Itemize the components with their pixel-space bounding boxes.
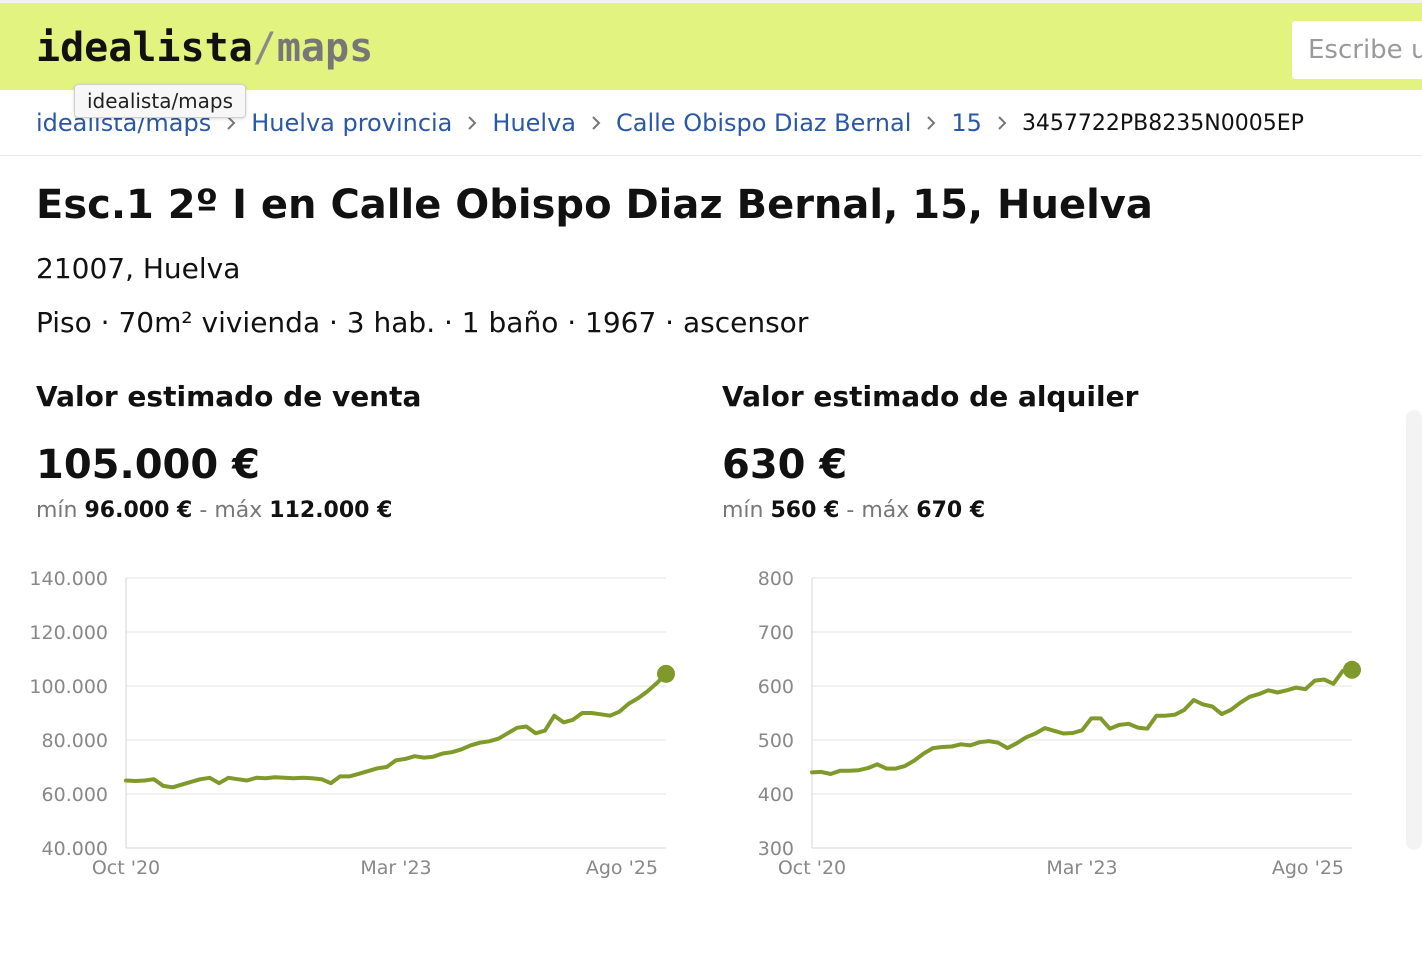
chevron-right-icon xyxy=(996,114,1008,132)
rent-chart-y-tick-label: 300 xyxy=(758,838,794,860)
postal-address: 21007, Huelva xyxy=(36,252,241,285)
breadcrumb: idealista/maps Huelva provincia Huelva C… xyxy=(36,106,1304,140)
rent-max-label: máx xyxy=(861,498,910,523)
sale-chart-y-tick-label: 140.000 xyxy=(29,568,108,590)
rent-value: 630 € xyxy=(722,442,848,488)
breadcrumb-link-huelva-provincia[interactable]: Huelva provincia xyxy=(251,109,453,137)
rent-chart-y-tick-label: 600 xyxy=(758,676,794,698)
sale-range-dash: - xyxy=(199,498,208,523)
rent-chart-y-tick-label: 400 xyxy=(758,784,794,806)
rent-valuation-card: Valor estimado de alquiler 630 € mín 560… xyxy=(722,380,1362,900)
chevron-right-icon xyxy=(590,114,602,132)
sale-max-value: 112.000 € xyxy=(269,498,393,523)
property-features: Piso · 70m² vivienda · 3 hab. · 1 baño ·… xyxy=(36,306,809,339)
sale-chart-y-tick-label: 80.000 xyxy=(42,730,108,752)
breadcrumb-current-cadastral-ref: 3457722PB8235N0005EP xyxy=(1021,110,1304,136)
rent-chart-x-tick-label: Mar '23 xyxy=(1046,857,1117,879)
rent-range: mín 560 € - máx 670 € xyxy=(722,498,985,523)
chevron-right-icon xyxy=(925,114,937,132)
chevron-right-icon xyxy=(466,114,478,132)
rent-chart-y-tick-label: 800 xyxy=(758,568,794,590)
rent-chart-y-tick-label: 500 xyxy=(758,730,794,752)
sale-max-label: máx xyxy=(214,498,263,523)
sale-chart-x-tick-label: Ago '25 xyxy=(586,857,658,879)
sale-valuation-card: Valor estimado de venta 105.000 € mín 96… xyxy=(29,380,676,900)
rent-chart-x-tick-label: Oct '20 xyxy=(778,857,846,879)
sale-chart-current-point xyxy=(657,664,675,683)
breadcrumb-link-number[interactable]: 15 xyxy=(951,109,982,137)
logo-maps: maps xyxy=(276,25,374,71)
rent-min-label: mín xyxy=(722,498,764,523)
rent-chart-y-tick-label: 700 xyxy=(758,622,794,644)
logo-tooltip: idealista/maps xyxy=(74,84,247,118)
sale-chart-y-tick-label: 120.000 xyxy=(29,622,108,644)
page-title: Esc.1 2º I en Calle Obispo Diaz Bernal, … xyxy=(36,182,1153,228)
sale-min-value: 96.000 € xyxy=(84,498,193,523)
sale-heading: Valor estimado de venta xyxy=(36,380,422,413)
sale-min-label: mín xyxy=(36,498,78,523)
search-input[interactable] xyxy=(1308,21,1422,79)
sale-chart-x-tick-label: Oct '20 xyxy=(92,857,160,879)
sale-chart-x-tick-label: Mar '23 xyxy=(360,857,431,879)
header-divider xyxy=(0,155,1422,156)
rent-range-dash: - xyxy=(846,498,855,523)
chevron-right-icon xyxy=(225,114,237,132)
sale-chart-series-line xyxy=(124,671,668,790)
rent-heading: Valor estimado de alquiler xyxy=(722,380,1139,413)
sale-range: mín 96.000 € - máx 112.000 € xyxy=(36,498,392,523)
breadcrumb-link-street[interactable]: Calle Obispo Diaz Bernal xyxy=(616,109,912,137)
scrollbar[interactable] xyxy=(1406,410,1422,850)
rent-chart-series-line xyxy=(810,667,1354,776)
sale-price-chart: 140.000 120.000 100.000 80.000 60.000 40.000O… xyxy=(29,568,675,879)
top-bar: idealista/maps xyxy=(0,0,1422,90)
sale-chart-y-tick-label: 60.000 xyxy=(42,784,108,806)
rent-chart-current-point xyxy=(1343,660,1361,679)
sale-chart-y-tick-label: 40.000 xyxy=(42,838,108,860)
search-box[interactable] xyxy=(1292,21,1422,79)
logo-brand: idealista xyxy=(36,25,253,71)
rent-min-value: 560 € xyxy=(770,498,840,523)
logo-slash: / xyxy=(252,25,277,71)
sale-value: 105.000 € xyxy=(36,442,260,488)
rent-max-value: 670 € xyxy=(916,498,986,523)
sale-chart-y-tick-label: 100.000 xyxy=(29,676,108,698)
breadcrumb-link-huelva[interactable]: Huelva xyxy=(492,109,576,137)
idealista-maps-logo[interactable]: idealista/maps xyxy=(36,25,373,71)
rent-chart-x-tick-label: Ago '25 xyxy=(1272,857,1344,879)
